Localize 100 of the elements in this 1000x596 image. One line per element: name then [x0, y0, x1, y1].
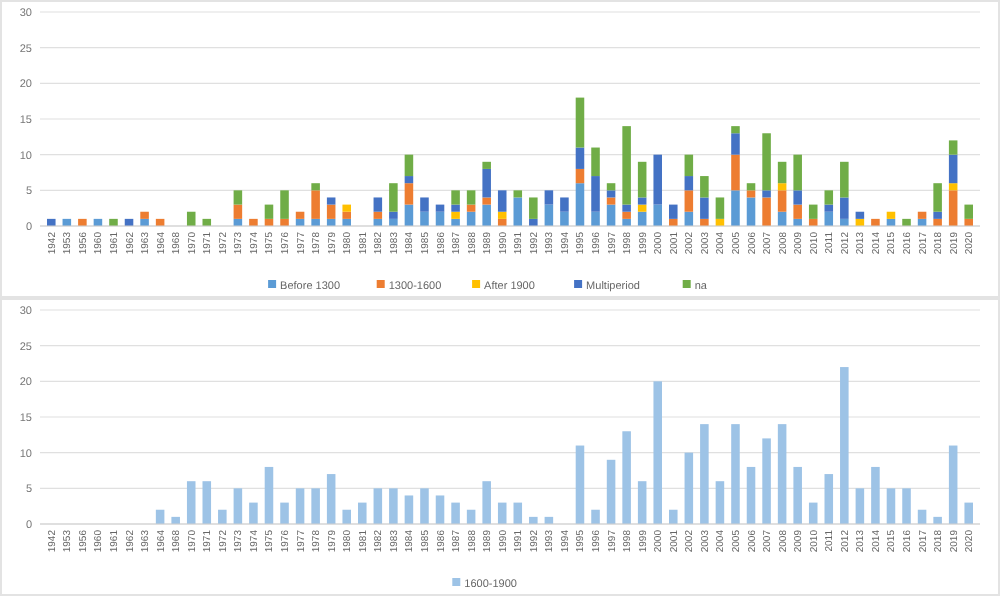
bar [622, 204, 631, 212]
bar [389, 488, 398, 524]
bar [544, 190, 554, 205]
bar [264, 466, 274, 524]
bar [824, 474, 834, 524]
bar [762, 133, 771, 191]
bar [404, 183, 414, 205]
bar [606, 459, 616, 524]
bar [513, 197, 523, 226]
bar [280, 190, 289, 219]
bar [622, 126, 631, 205]
bar [715, 197, 725, 219]
bar [513, 190, 523, 198]
bar [575, 183, 585, 226]
bar [948, 154, 958, 184]
bar [482, 481, 491, 524]
bar [451, 204, 460, 212]
bar [886, 211, 896, 219]
bar [669, 204, 678, 219]
bar [451, 211, 460, 219]
bar [591, 147, 600, 177]
bar [840, 367, 849, 524]
bar [451, 502, 460, 524]
bar [933, 183, 942, 212]
bar [513, 502, 523, 524]
bar [731, 424, 740, 524]
bar [715, 481, 725, 524]
bar [622, 431, 631, 524]
bar [731, 126, 740, 134]
bar [420, 211, 429, 226]
bar [948, 140, 958, 155]
bar [746, 466, 756, 524]
bar [420, 488, 429, 524]
bar [233, 190, 243, 205]
bar [373, 211, 383, 219]
bar [793, 154, 802, 191]
bar [653, 204, 662, 226]
bar [218, 509, 227, 524]
bar [311, 190, 320, 219]
bar [684, 190, 694, 212]
bar [777, 161, 787, 184]
bar [762, 438, 771, 524]
bar [637, 481, 647, 524]
bar [482, 161, 491, 169]
bar [948, 190, 958, 226]
bar [342, 211, 351, 219]
bar [606, 190, 616, 198]
bar [497, 190, 507, 212]
bar [233, 488, 243, 524]
bar [529, 197, 538, 219]
bar [326, 197, 336, 205]
bar [202, 481, 212, 524]
bar [575, 147, 585, 169]
bar [808, 502, 818, 524]
bar [435, 495, 445, 524]
bar [746, 183, 756, 191]
bar [466, 190, 476, 205]
bar [793, 204, 802, 219]
bar [373, 488, 383, 524]
bar [871, 466, 880, 524]
bar [855, 211, 865, 219]
bar [373, 197, 383, 212]
bar [746, 197, 756, 226]
bar [793, 190, 802, 205]
bar [622, 211, 631, 219]
bar [404, 176, 414, 184]
bar [700, 176, 709, 198]
bar [824, 204, 834, 212]
bar [746, 190, 756, 198]
bar [700, 424, 709, 524]
bar [280, 502, 289, 524]
bar [575, 445, 585, 524]
bar [482, 204, 491, 226]
bar [700, 197, 709, 219]
bar [948, 445, 958, 524]
bar [824, 190, 834, 205]
bar [606, 183, 616, 191]
bar [497, 502, 507, 524]
bar [637, 161, 647, 198]
bar [762, 190, 771, 198]
bar [575, 168, 585, 184]
bar [264, 204, 274, 219]
bar [466, 204, 476, 212]
bar [637, 204, 647, 212]
bar [311, 183, 320, 191]
bar [731, 154, 740, 191]
bar [420, 197, 429, 212]
bar [933, 211, 942, 219]
bar [917, 211, 927, 219]
bar [840, 197, 849, 219]
bar [824, 211, 834, 226]
bar [653, 154, 662, 205]
bar [948, 183, 958, 191]
bar [342, 509, 351, 524]
bar [669, 509, 678, 524]
bar [855, 488, 865, 524]
bar [358, 502, 367, 524]
bar [186, 481, 196, 524]
bar [404, 154, 414, 177]
bar [731, 133, 740, 155]
